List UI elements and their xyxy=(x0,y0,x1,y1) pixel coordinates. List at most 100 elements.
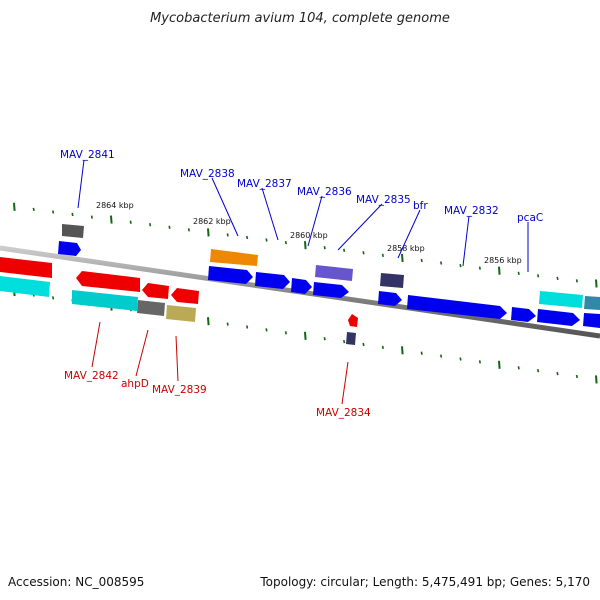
gene-label[interactable]: MAV_2839 xyxy=(152,384,207,396)
scale-tick xyxy=(52,296,55,300)
gene-arrow[interactable] xyxy=(166,305,196,322)
gene-arrow[interactable] xyxy=(583,313,600,328)
scale-tick xyxy=(207,317,210,326)
gene-arrow[interactable] xyxy=(0,257,52,278)
scale-tick xyxy=(517,366,520,370)
gene-label[interactable]: MAV_2834 xyxy=(316,407,371,419)
gene-arrow[interactable] xyxy=(539,291,583,308)
gene-arrow[interactable] xyxy=(407,295,507,319)
gene-arrow[interactable] xyxy=(255,272,290,289)
gene-labels-bottom: MAV_2842 ahpD MAV_2839 MAV_2834 xyxy=(64,370,371,419)
scale-tick xyxy=(595,279,598,288)
gene-label[interactable]: MAV_2841 xyxy=(60,149,115,161)
scale-tick xyxy=(498,266,501,275)
scale-tick xyxy=(575,374,578,379)
gene-arrow[interactable] xyxy=(76,271,140,292)
scale-tick xyxy=(575,279,578,283)
scale-tick xyxy=(323,246,326,250)
scale-tick xyxy=(226,233,229,237)
gene-label[interactable]: MAV_2835 xyxy=(356,194,411,206)
gene-arrow[interactable] xyxy=(0,276,50,297)
map-title: Mycobacterium avium 104, complete genome xyxy=(150,11,450,26)
scale-tick xyxy=(478,360,481,364)
gene-arrow[interactable] xyxy=(210,249,258,266)
gene-arrow[interactable] xyxy=(58,241,81,256)
gene-arrow[interactable] xyxy=(137,300,165,316)
gene-arrow[interactable] xyxy=(378,291,402,306)
gene-arrow[interactable] xyxy=(584,296,600,310)
scale-tick xyxy=(362,251,365,255)
scale-tick xyxy=(246,325,249,329)
scale-tick xyxy=(149,223,152,227)
scale-tick xyxy=(246,235,249,240)
scale-tick xyxy=(537,369,540,373)
scale-tick xyxy=(343,248,346,252)
scale-tick xyxy=(362,342,365,347)
scale-tick xyxy=(32,207,35,212)
scale-tick xyxy=(401,346,404,355)
scale-tick xyxy=(440,261,443,265)
scale-tick xyxy=(207,228,210,237)
scale-tick xyxy=(110,215,113,224)
gene-arrow[interactable] xyxy=(142,283,169,299)
gene-arrow[interactable] xyxy=(208,266,253,284)
scale-tick xyxy=(323,337,326,341)
kbp-label-2860: 2860 kbp xyxy=(290,231,328,240)
scale-tick xyxy=(343,339,346,344)
gene-arrow[interactable] xyxy=(511,307,536,322)
gene-label[interactable]: ahpD xyxy=(121,378,149,390)
scale-tick xyxy=(381,345,384,350)
scale-tick xyxy=(537,274,540,278)
gene-arrow[interactable] xyxy=(291,278,312,294)
gene-arrow[interactable] xyxy=(537,309,580,326)
scale-tick xyxy=(381,253,384,258)
scale-tick xyxy=(478,266,481,270)
scale-tick xyxy=(517,271,520,275)
scale-tick xyxy=(401,253,404,262)
gene-label[interactable]: pcaC xyxy=(517,212,543,224)
scale-tick xyxy=(284,240,287,245)
kbp-label-2858: 2858 kbp xyxy=(387,244,425,253)
genome-summary-text: Topology: circular; Length: 5,475,491 bp… xyxy=(259,575,590,589)
gene-label[interactable]: MAV_2842 xyxy=(64,370,119,382)
scale-tick xyxy=(420,351,423,355)
gene-arrow[interactable] xyxy=(171,288,199,304)
gene-arrow[interactable] xyxy=(315,265,353,281)
gene-arrow[interactable] xyxy=(348,314,358,327)
gene-arrow[interactable] xyxy=(380,273,404,288)
accession-text: Accession: NC_008595 xyxy=(8,575,144,589)
label-leaders xyxy=(77,159,529,405)
scale-tick xyxy=(595,375,598,384)
scale-tick xyxy=(556,371,559,376)
kbp-label-2862: 2862 kbp xyxy=(193,217,231,226)
scale-tick xyxy=(498,360,501,369)
scale-tick xyxy=(459,263,462,268)
gene-arrow[interactable] xyxy=(62,224,84,238)
kbp-label-2864: 2864 kbp xyxy=(96,201,134,210)
scale-tick xyxy=(129,220,132,224)
scale-tick xyxy=(265,238,268,242)
scale-tick xyxy=(168,225,171,229)
gene-label[interactable]: MAV_2838 xyxy=(180,168,235,180)
scale-tick xyxy=(284,331,287,335)
gene-arrow[interactable] xyxy=(313,282,349,298)
gene-label[interactable]: MAV_2832 xyxy=(444,205,499,217)
scale-tick xyxy=(304,331,307,340)
scale-tick xyxy=(13,202,16,211)
gene-arrow[interactable] xyxy=(72,290,138,311)
gene-label[interactable]: bfr xyxy=(413,200,428,212)
gene-features-reverse xyxy=(0,257,358,345)
scale-tick xyxy=(226,322,229,326)
gene-label[interactable]: MAV_2837 xyxy=(237,178,292,190)
kbp-label-2856: 2856 kbp xyxy=(484,256,522,265)
scale-tick xyxy=(52,210,55,214)
gene-arrow[interactable] xyxy=(346,332,356,345)
scale-tick xyxy=(440,354,443,358)
scale-tick xyxy=(420,258,423,263)
scale-tick xyxy=(71,212,74,217)
gene-features-forward xyxy=(58,224,600,328)
gene-label[interactable]: MAV_2836 xyxy=(297,186,352,198)
scale-tick xyxy=(187,228,190,232)
scale-tick xyxy=(459,357,462,361)
